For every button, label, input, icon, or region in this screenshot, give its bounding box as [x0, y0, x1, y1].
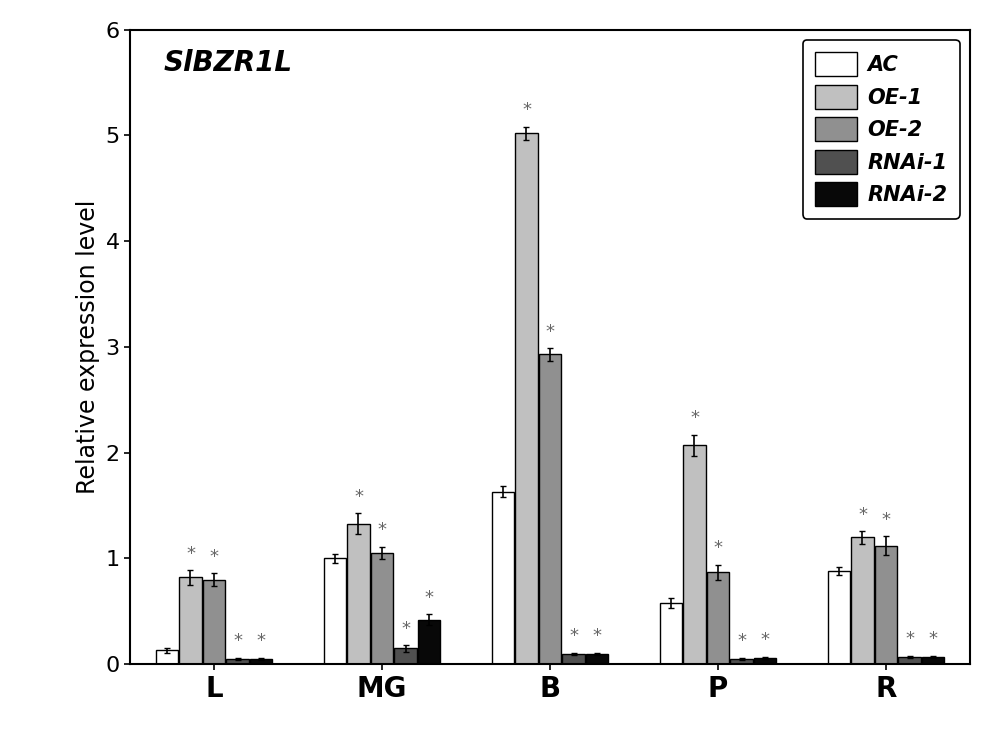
Bar: [226, 659, 249, 664]
Bar: [515, 133, 538, 664]
Bar: [730, 659, 753, 664]
Text: *: *: [546, 323, 554, 340]
Text: *: *: [593, 627, 602, 645]
Text: *: *: [186, 545, 195, 562]
Bar: [203, 579, 225, 664]
Bar: [394, 649, 417, 664]
Text: *: *: [522, 101, 531, 120]
Bar: [683, 445, 706, 664]
Bar: [828, 571, 850, 664]
Y-axis label: Relative expression level: Relative expression level: [76, 200, 100, 494]
Bar: [539, 354, 561, 664]
Text: *: *: [401, 620, 410, 638]
Text: *: *: [257, 632, 266, 650]
Bar: [922, 657, 944, 664]
Bar: [851, 537, 874, 664]
Bar: [347, 523, 370, 664]
Text: *: *: [425, 589, 434, 607]
Text: *: *: [569, 627, 578, 645]
Text: *: *: [737, 632, 746, 650]
Bar: [898, 657, 921, 664]
Bar: [660, 603, 682, 664]
Bar: [492, 492, 514, 664]
Bar: [418, 620, 440, 664]
Text: *: *: [233, 632, 242, 650]
Text: *: *: [882, 511, 891, 529]
Text: *: *: [714, 539, 722, 557]
Text: SlBZR1L: SlBZR1L: [164, 49, 293, 77]
Bar: [324, 559, 346, 664]
Text: *: *: [378, 521, 386, 539]
Bar: [754, 658, 776, 664]
Bar: [371, 554, 393, 664]
Text: *: *: [690, 410, 699, 427]
Text: *: *: [354, 488, 363, 506]
Text: *: *: [858, 506, 867, 523]
Bar: [875, 545, 897, 664]
Bar: [707, 572, 729, 664]
Bar: [250, 659, 272, 664]
Text: *: *: [210, 548, 218, 566]
Bar: [562, 654, 585, 664]
Legend: AC, OE-1, OE-2, RNAi-1, RNAi-2: AC, OE-1, OE-2, RNAi-1, RNAi-2: [802, 40, 960, 218]
Bar: [179, 577, 202, 664]
Text: *: *: [929, 630, 938, 649]
Bar: [586, 654, 608, 664]
Text: *: *: [905, 630, 914, 649]
Bar: [156, 650, 178, 664]
Text: *: *: [761, 632, 770, 649]
